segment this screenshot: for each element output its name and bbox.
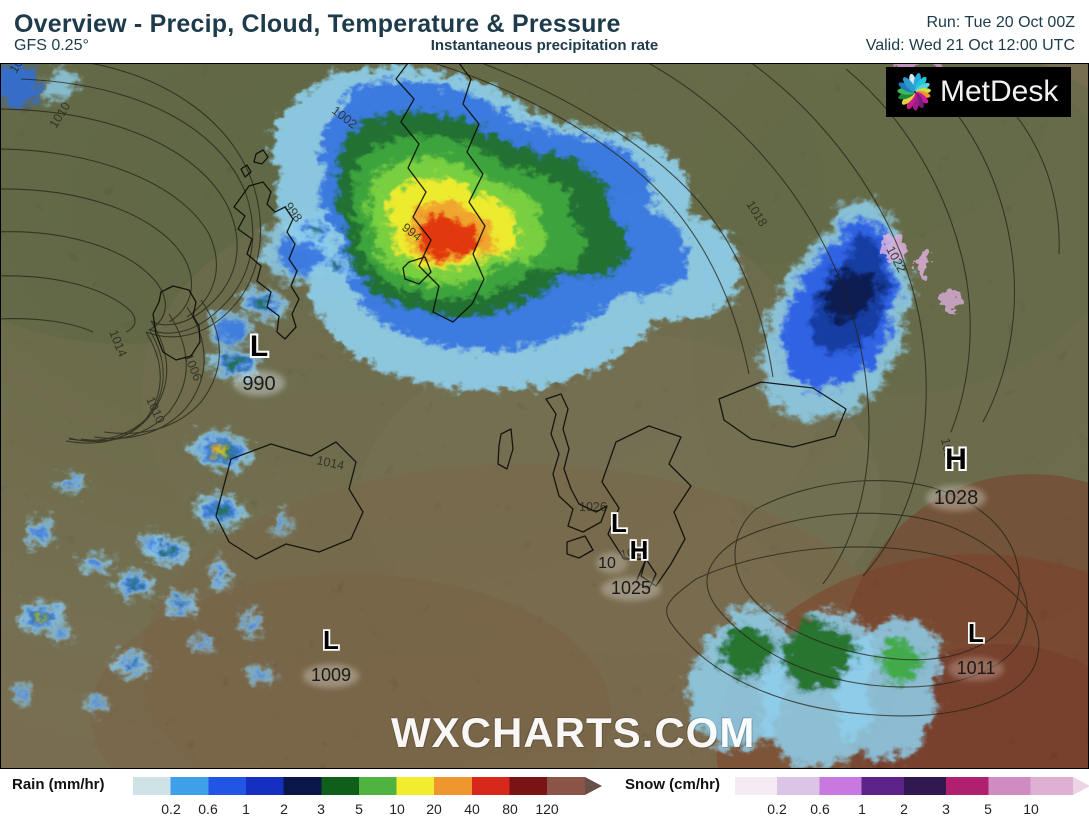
svg-text:1014: 1014 — [106, 328, 129, 359]
svg-text:1025: 1025 — [611, 578, 651, 598]
svg-text:L: L — [611, 508, 627, 538]
svg-text:H: H — [945, 443, 967, 476]
svg-text:1028: 1028 — [934, 487, 979, 509]
svg-text:998: 998 — [282, 200, 305, 225]
svg-text:1018: 1018 — [743, 198, 770, 229]
svg-text:1009: 1009 — [311, 665, 351, 685]
svg-text:994: 994 — [399, 220, 424, 244]
svg-text:1022: 1022 — [883, 244, 908, 275]
svg-text:1026: 1026 — [579, 500, 607, 514]
svg-text:L: L — [323, 625, 339, 655]
svg-text:1011: 1011 — [957, 658, 996, 678]
svg-text:1002: 1002 — [329, 103, 360, 131]
svg-text:L: L — [968, 618, 984, 648]
svg-text:1006: 1006 — [7, 64, 34, 76]
svg-text:H: H — [630, 535, 649, 565]
svg-text:1014: 1014 — [315, 453, 345, 472]
svg-text:L: L — [250, 330, 268, 363]
svg-text:990: 990 — [242, 373, 275, 395]
svg-text:10: 10 — [598, 555, 616, 572]
svg-text:1010: 1010 — [143, 395, 167, 426]
